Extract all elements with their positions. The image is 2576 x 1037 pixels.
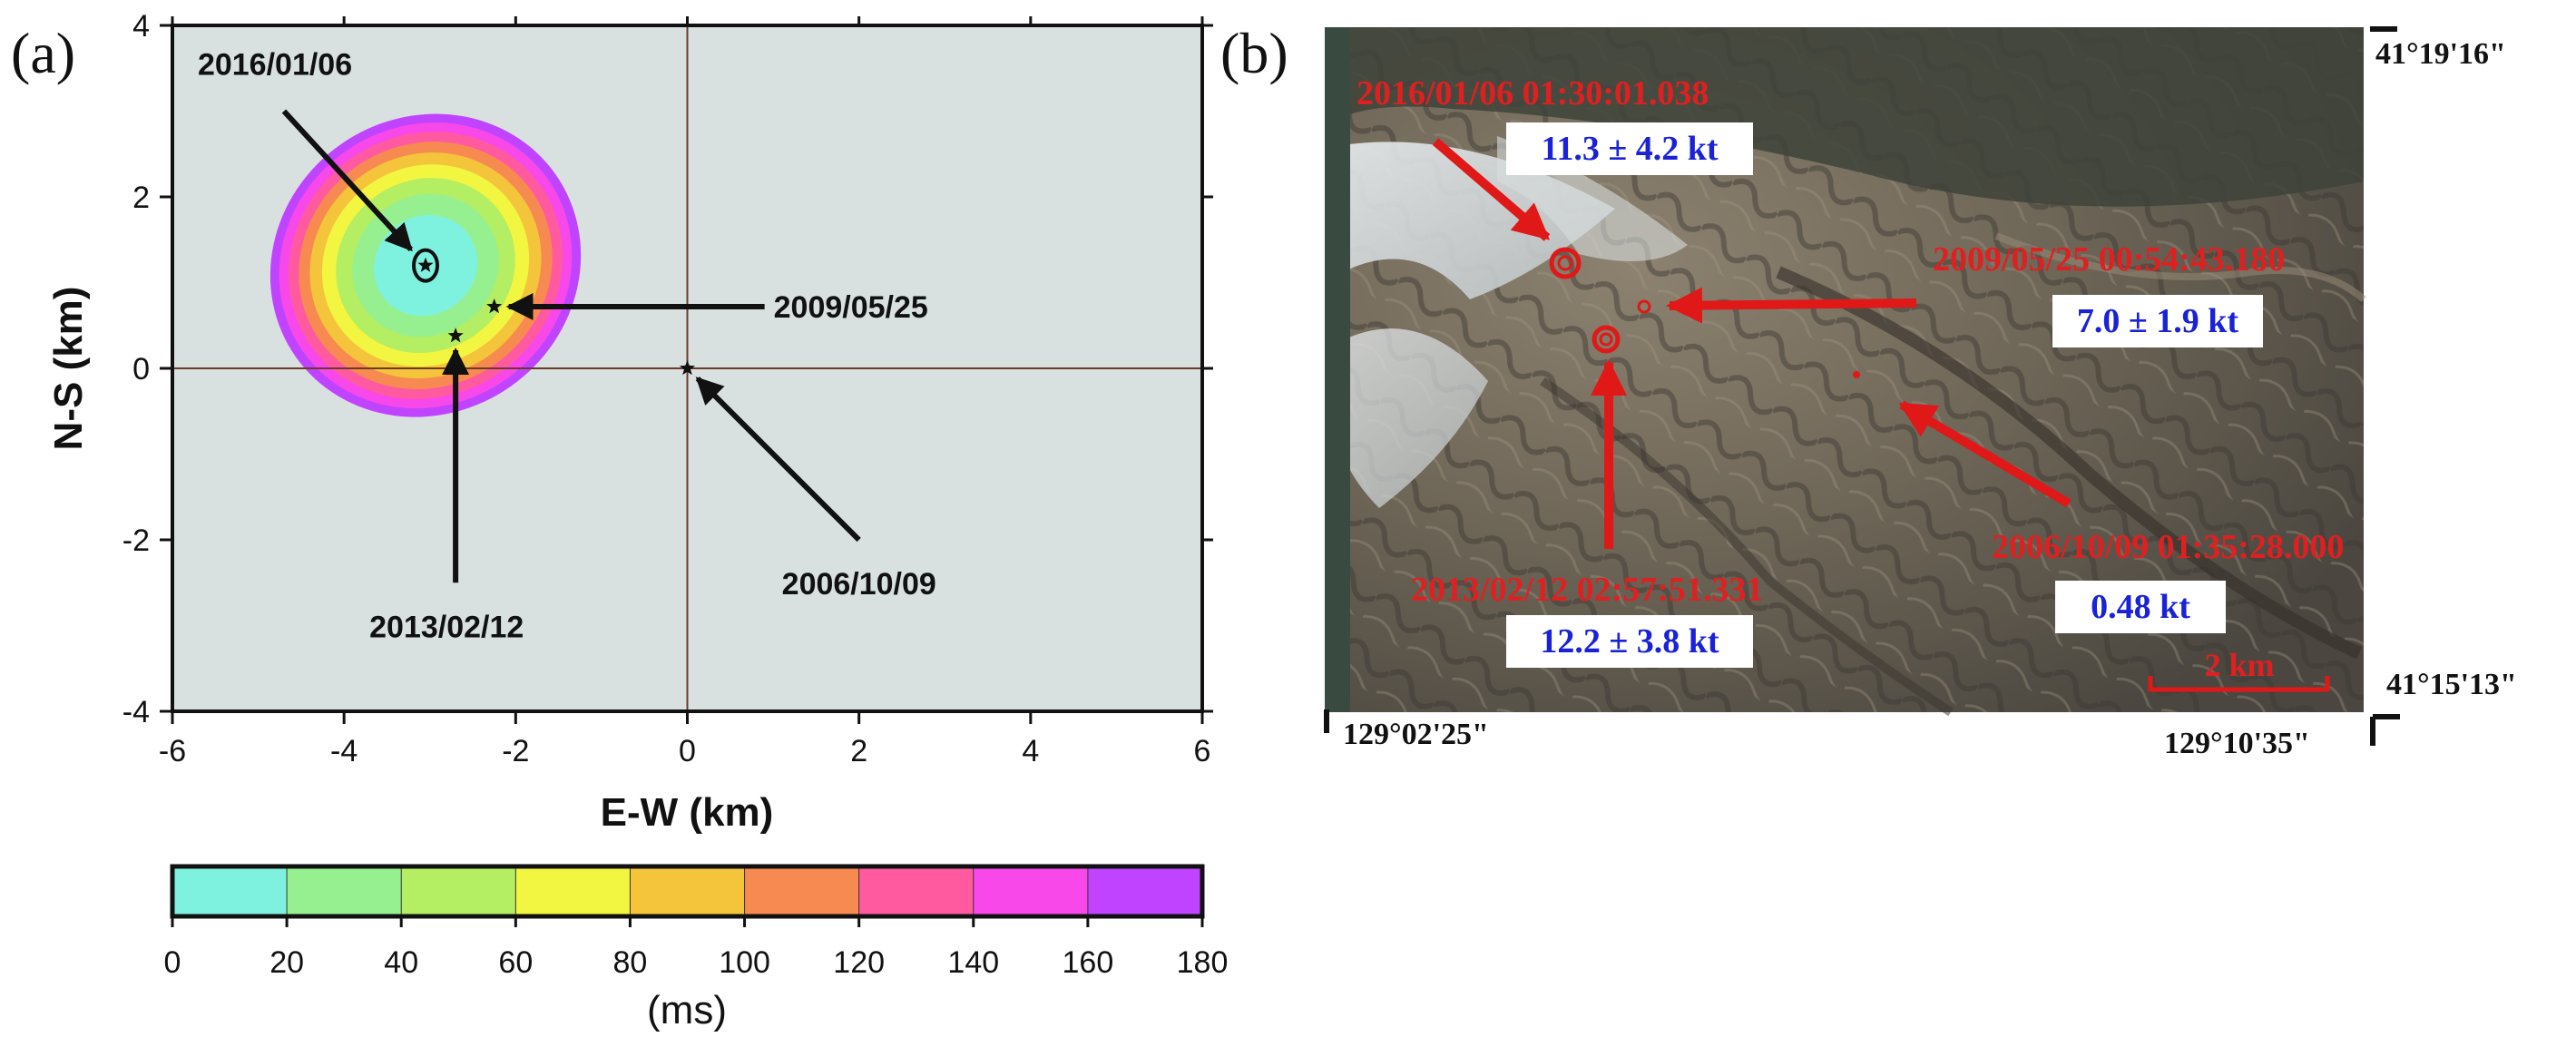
event-label-2009-05-25: 2009/05/25: [774, 290, 928, 325]
colorbar-cell: [1087, 866, 1202, 916]
panel-b-letter: (b): [1220, 21, 1288, 85]
event-circle-2009: [1637, 299, 1651, 314]
misfit-contours: [269, 113, 582, 417]
x-axis-label: E-W (km): [601, 790, 774, 835]
x-tick-label: -6: [159, 734, 186, 768]
x-tick-label: -4: [330, 734, 358, 768]
colorbar-tick-label: 20: [269, 945, 304, 980]
confidence-ring-2016-01-06: [412, 248, 440, 283]
event-label-2006: 2006/10/09 01:35:28.000: [1992, 528, 2344, 566]
colorbar-tick-label: 40: [384, 945, 418, 980]
yield-box-2016: [1506, 122, 1753, 175]
coord-top-right: 41°19'16": [2375, 37, 2506, 71]
colorbar-cell: [630, 866, 745, 916]
event-label-2016-01-06: 2016/01/06: [198, 48, 352, 83]
arrow-2016: [1432, 138, 1551, 241]
colorbar-cell: [744, 866, 859, 916]
colorbar-tick-label: 140: [947, 945, 999, 980]
event-circle-2006: [1853, 371, 1860, 378]
panel-a-letter: (a): [11, 21, 75, 85]
colorbar-tick-label: 180: [1177, 945, 1229, 980]
coord-bottom-right: 41°15'13": [2386, 668, 2517, 701]
event-circle-2013-inner: [1599, 332, 1613, 347]
axis-ticks-a: -6 -4 -2 0 2 4 6 -4 -2 0 2 4: [122, 9, 1213, 768]
colorbar-unit: (ms): [647, 988, 727, 1032]
colorbar-frame: [170, 864, 1205, 919]
colorbar-tick-label: 120: [833, 945, 885, 980]
event-arrow-2006-10-09: [695, 377, 861, 543]
colorbar-cell: [172, 866, 288, 916]
event-label-2013-02-12: 2013/02/12: [369, 610, 524, 644]
event-star-2016-01-06: [417, 257, 434, 272]
event-markers-a: 2006/10/09 2009/05/25 2013/02/12 2016/01/06: [198, 48, 936, 645]
yield-box-2009: [2052, 295, 2263, 347]
y-tick-label: -4: [122, 695, 150, 729]
x-tick-label: 2: [850, 734, 867, 768]
colorbar: 0 20 40 60 80 100 120 140 160 180: [164, 864, 1229, 980]
x-tick-label: 4: [1022, 734, 1039, 768]
colorbar-tick-label: 80: [613, 945, 648, 980]
event-label-2006-10-09: 2006/10/09: [782, 567, 936, 602]
event-star-2006-10-09: [679, 360, 696, 376]
corner-mark-bottom-right: [2370, 714, 2400, 746]
panel-b: (b) 41°19'16" 41°15'13" 129°02'25" 129°1…: [1220, 21, 2517, 760]
event-circle-2016-inner: [1557, 255, 1573, 271]
x-tick-label: 0: [679, 734, 696, 768]
colorbar-cell: [858, 866, 974, 916]
x-tick-label: 6: [1194, 734, 1211, 768]
colorbar-tick-label: 0: [164, 945, 181, 980]
event-star-2009-05-25: [486, 298, 503, 314]
yield-2013: 12.2 ± 3.8 kt: [1540, 622, 1719, 660]
yield-2009: 7.0 ± 1.9 kt: [2077, 302, 2238, 340]
colorbar-tick-label: 60: [498, 945, 533, 980]
event-label-2013: 2013/02/12 02:57:51.331: [1411, 571, 1763, 609]
yield-box-2006: [2055, 581, 2226, 633]
event-arrow-2016-01-06: [281, 109, 414, 252]
scale-bar: [2148, 676, 2330, 692]
event-star-2013-02-12: [447, 328, 464, 343]
y-axis-label: N-S (km): [46, 287, 91, 451]
colorbar-cell: [287, 866, 402, 916]
y-tick-label: 2: [132, 181, 150, 215]
coord-bottom-left: 129°02'25": [1343, 718, 1489, 751]
yield-box-2013: [1506, 615, 1753, 668]
colorbar-tick-label: 160: [1063, 945, 1114, 980]
panel-a: (a) 2006/10/09 2009/05/25 2013/02/12 2016/0…: [11, 9, 1228, 1032]
yield-2016: 11.3 ± 4.2 kt: [1541, 130, 1718, 168]
event-label-2009: 2009/05/25 00:54:43.180: [1933, 240, 2285, 279]
scale-bar-label: 2 km: [2204, 647, 2274, 683]
coord-bottom-far: 129°10'35": [2164, 727, 2310, 760]
colorbar-cell: [973, 866, 1088, 916]
arrow-2009: [1666, 287, 1917, 324]
y-tick-label: 0: [132, 352, 150, 386]
colorbar-tick-label: 100: [719, 945, 770, 980]
event-circle-2016: [1549, 247, 1582, 279]
event-circle-2013: [1592, 325, 1621, 354]
colorbar-cell: [515, 866, 631, 916]
y-tick-label: 4: [132, 9, 150, 44]
x-tick-label: -2: [502, 734, 529, 768]
arrow-2006: [1898, 400, 2072, 508]
y-tick-label: -2: [122, 523, 150, 558]
event-label-2016: 2016/01/06 01:30:01.038: [1357, 74, 1709, 113]
yield-2006: 0.48 kt: [2091, 588, 2190, 626]
colorbar-cell: [401, 866, 516, 916]
